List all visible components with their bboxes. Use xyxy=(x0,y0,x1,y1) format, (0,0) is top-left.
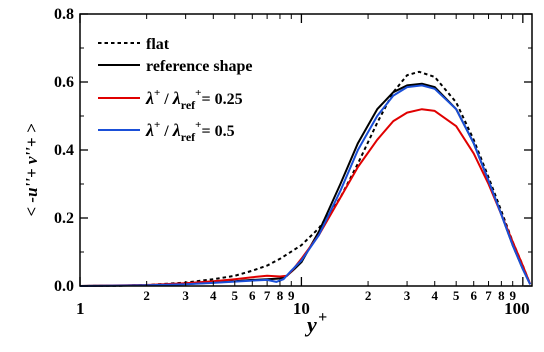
x-minor-tick-label: 7 xyxy=(485,288,492,303)
series-line-l05 xyxy=(79,84,532,287)
x-minor-tick-label: 3 xyxy=(404,288,411,303)
legend-label-l05: λ+ / λref+= 0.5 xyxy=(145,119,235,144)
plot-frame xyxy=(79,13,533,287)
x-axis-title-sup: + xyxy=(318,309,327,326)
y-tick-label: 0.4 xyxy=(54,142,74,159)
legend-label-l025: λ+ / λref+= 0.25 xyxy=(145,87,243,112)
x-minor-tick-label: 2 xyxy=(143,288,150,303)
x-minor-tick-label: 8 xyxy=(277,288,284,303)
y-tick-label: 0.2 xyxy=(54,210,74,227)
x-minor-tick-label: 5 xyxy=(232,288,239,303)
x-minor-tick-label: 6 xyxy=(470,288,477,303)
x-axis-title-main: y xyxy=(304,312,317,337)
x-minor-tick-label: 9 xyxy=(509,288,516,303)
x-minor-tick-label: 3 xyxy=(182,288,189,303)
x-tick-label: 1 xyxy=(76,299,85,318)
x-minor-tick-label: 9 xyxy=(288,288,295,303)
x-minor-tick-label: 5 xyxy=(453,288,460,303)
x-minor-tick-label: 6 xyxy=(249,288,256,303)
data-curves xyxy=(79,70,532,287)
legend-label-flat: flat xyxy=(146,36,170,53)
y-tick-label: 0.0 xyxy=(54,278,74,295)
x-minor-tick-label: 4 xyxy=(210,288,217,303)
legend: flat reference shape λ+ / λref+= 0.25 λ+ / … xyxy=(98,36,252,144)
x-axis-title: y xyxy=(304,312,317,337)
y-axis-title: < -u''+ v''+ > xyxy=(22,123,41,216)
x-tick-label: 100 xyxy=(504,299,530,318)
y-tick-label: 0.6 xyxy=(54,74,74,91)
series-line-l025 xyxy=(79,108,532,287)
x-minor-tick-label: 4 xyxy=(431,288,438,303)
series-line-flat xyxy=(79,70,532,287)
y-tick-label: 0.8 xyxy=(54,6,74,23)
x-minor-tick-label: 7 xyxy=(264,288,271,303)
x-minor-tick-label: 8 xyxy=(498,288,505,303)
legend-label-ref: reference shape xyxy=(146,58,252,75)
x-minor-tick-label: 2 xyxy=(365,288,372,303)
x-tick-label: 10 xyxy=(293,299,310,318)
